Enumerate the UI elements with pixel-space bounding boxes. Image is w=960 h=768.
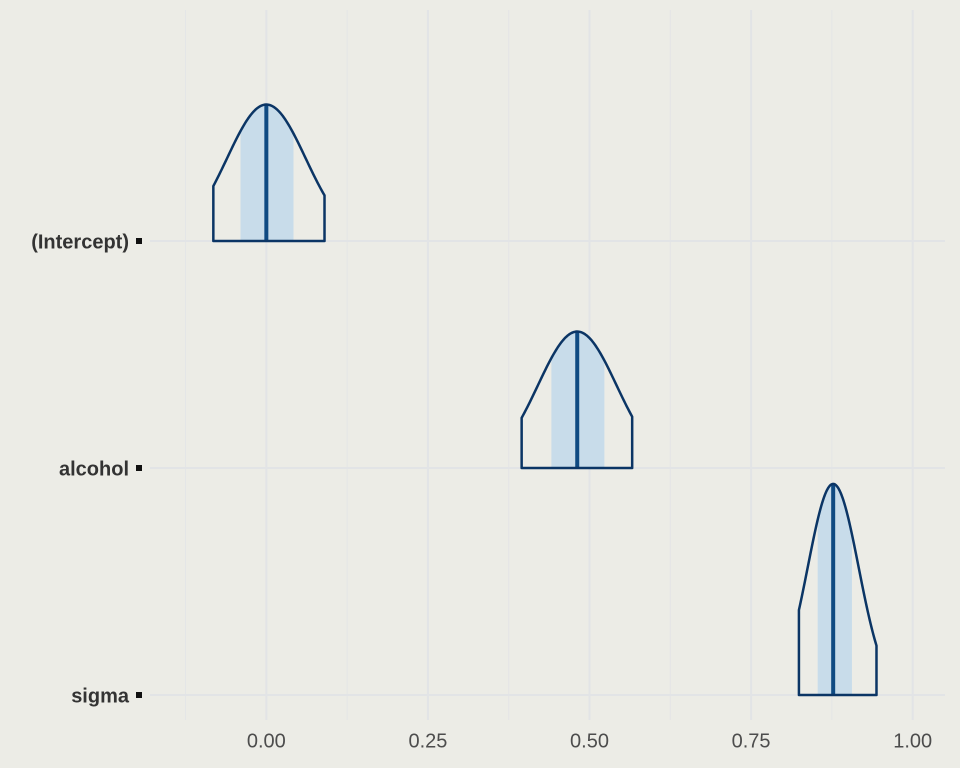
y-tick-label: alcohol [59, 458, 129, 480]
density-outline [520, 330, 634, 470]
y-tick-mark [136, 238, 142, 244]
x-tick-label: 0.50 [570, 730, 609, 752]
density-outline [797, 482, 878, 697]
density-outline [212, 103, 326, 243]
x-tick-label: 0.75 [732, 730, 771, 752]
y-tick-label: sigma [71, 685, 130, 707]
y-tick-mark [136, 692, 142, 698]
y-tick-mark [136, 465, 142, 471]
x-tick-label: 0.00 [247, 730, 286, 752]
y-tick-label: (Intercept) [31, 231, 129, 253]
x-tick-label: 1.00 [893, 730, 932, 752]
x-tick-label: 0.25 [408, 730, 447, 752]
